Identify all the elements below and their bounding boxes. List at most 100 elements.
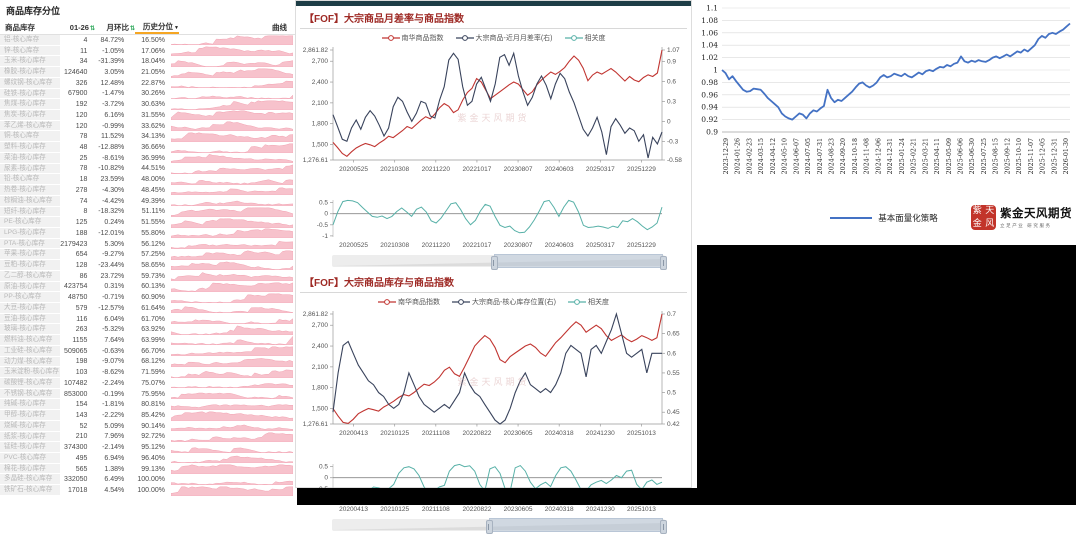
table-row[interactable]: LPG-核心库存 188 -12.01% 55.80% [0,227,295,239]
table-row[interactable]: 铅-核心库存 18 23.59% 48.00% [0,174,295,186]
table-row[interactable]: 塑料-核心库存 48 -12.88% 36.66% [0,142,295,153]
table-row[interactable]: 铁矿石-核心库存 17018 4.54% 100.00% [0,485,295,496]
table-row[interactable]: 纸浆-核心库存 210 7.96% 92.72% [0,431,295,443]
zoom-scrollbar[interactable] [332,518,668,534]
svg-text:20250317: 20250317 [586,242,615,249]
sparkline [165,78,295,89]
table-row[interactable]: 棉花-核心库存 565 1.38% 99.13% [0,463,295,475]
table-row[interactable]: 尿素-核心库存 78 -10.82% 44.51% [0,163,295,175]
zoom-handle-right[interactable] [660,520,668,534]
strategy-nav-panel: 1.1 1.08 1.06 1.04 1.02 1 0.98 0.96 0.94 0.92 0.9 2… [692,0,1076,245]
commodity-name: 锰硅-核心库存 [0,442,61,454]
table-row[interactable]: 菜油-核心库存 25 -8.61% 36.99% [0,152,295,164]
mom-change: 84.72% [100,36,125,44]
seal-char: 天 [985,206,995,216]
zoom-selection[interactable] [493,254,664,268]
table-row[interactable]: PVC-核心库存 495 6.94% 96.40% [0,453,295,464]
mom-change: -1.05% [102,47,125,55]
table-row[interactable]: 动力煤-核心库存 198 -9.07% 68.12% [0,356,295,368]
zoom-selection[interactable] [488,518,664,532]
table-row[interactable]: 碳酸锂-核心库存 107482 -2.24% 75.07% [0,378,295,389]
zoom-scrollbar[interactable] [332,254,668,270]
legend-item[interactable]: 南华商品指数 [381,33,444,43]
table-row[interactable]: 玉米淀粉-核心库存 103 -8.62% 71.59% [0,367,295,378]
commodity-name: 棉花-核心库存 [0,463,61,475]
table-row[interactable]: 玻璃-核心库存 263 -5.32% 63.92% [0,324,295,336]
table-row[interactable]: 原油-核心库存 423754 0.31% 60.13% [0,281,295,293]
table-row[interactable]: 纯碱-核心库存 154 -1.81% 80.81% [0,399,295,411]
commodity-name: 动力煤-核心库存 [0,356,61,368]
sort-icon[interactable]: ⇅ [89,25,95,32]
zoom-handle-left[interactable] [490,256,498,270]
legend-item[interactable]: 相关度 [568,297,609,307]
table-row[interactable]: 铜-核心库存 78 11.52% 34.13% [0,131,295,143]
svg-text:0: 0 [324,211,328,218]
legend-item[interactable]: 大宗商品-核心库存位置(右) [452,297,556,307]
history-percentile: 63.92% [141,326,165,334]
table-row[interactable]: 锰硅-核心库存 374300 -2.14% 95.12% [0,442,295,454]
history-percentile: 49.39% [141,197,165,205]
table-row[interactable]: 短纤-核心库存 8 -18.32% 51.11% [0,206,295,218]
table-row[interactable]: 玉米-核心库存 34 -31.39% 18.04% [0,56,295,68]
svg-text:1,500: 1,500 [312,141,329,148]
filter-icon[interactable]: ▼ [174,24,179,31]
nav-legend[interactable]: 基本面量化策略 [692,212,1076,224]
table-row[interactable]: 烧碱-核心库存 52 5.09% 90.14% [0,420,295,432]
table-row[interactable]: 锌-核心库存 11 -1.05% 17.06% [0,45,295,57]
legend-item[interactable]: 大宗商品-近月月差率(右) [455,33,553,43]
sparkline [165,453,295,464]
table-row[interactable]: 铝-核心库存 4 84.72% 16.50% [0,35,295,46]
mom-change: -4.42% [102,197,125,205]
divider [300,292,687,293]
table-row[interactable]: PE-核心库存 125 0.24% 51.55% [0,217,295,228]
col-name[interactable]: 商品库存 [5,22,35,32]
table-row[interactable]: 燃料油-核心库存 1155 7.64% 63.99% [0,335,295,346]
table-row[interactable]: 热卷-核心库存 278 -4.30% 48.45% [0,185,295,196]
table-row[interactable]: 棕榈油-核心库存 74 -4.42% 49.39% [0,195,295,207]
table-row[interactable]: PP-核心库存 48750 -0.71% 60.90% [0,292,295,303]
sparkline [165,335,295,346]
table-row[interactable]: 工业硅-核心库存 509065 -0.63% 66.70% [0,345,295,357]
table-row[interactable]: 大豆-核心库存 579 -12.57% 61.64% [0,302,295,314]
sparkline [165,143,295,153]
history-percentile: 18.04% [141,58,165,66]
col-mom-sort[interactable]: 月环比⇅ [106,22,135,32]
table-row[interactable]: 焦炭-核心库存 120 6.16% 31.55% [0,110,295,121]
table-row[interactable]: 豆粕-核心库存 128 -23.44% 58.65% [0,260,295,271]
history-percentile: 30.63% [141,101,165,109]
table-row[interactable]: 乙二醇-核心库存 86 23.72% 59.73% [0,270,295,282]
table-row[interactable]: 甲醇-核心库存 143 -2.22% 85.42% [0,410,295,421]
table-row[interactable]: 硅铁-核心库存 67900 -1.47% 30.26% [0,88,295,100]
table-row[interactable]: 苯乙烯-核心库存 120 -0.99% 33.62% [0,120,295,132]
svg-text:0.9: 0.9 [667,58,676,65]
table-row[interactable]: 焦煤-核心库存 192 -3.72% 30.63% [0,99,295,111]
sparkline [165,121,295,132]
commodity-name: 乙二醇-核心库存 [0,270,61,282]
table-row[interactable]: 不锈钢-核心库存 853000 -0.19% 75.95% [0,388,295,400]
mom-change: 5.09% [104,422,125,430]
table-row[interactable]: PTA-核心库存 2179423 5.30% 56.12% [0,238,295,250]
svg-text:20251013: 20251013 [627,506,656,513]
legend-item[interactable]: 南华商品指数 [378,297,440,307]
zoom-handle-right[interactable] [660,256,668,270]
inventory-value: 495 [75,454,88,462]
zoom-handle-left[interactable] [485,520,493,534]
legend-item[interactable]: 相关度 [564,33,606,43]
table-row[interactable]: 螺纹钢-核心库存 326 12.48% 22.87% [0,77,295,89]
table-row[interactable]: 多晶硅-核心库存 332050 6.49% 100.00% [0,474,295,486]
sparkline [165,303,295,314]
table-row[interactable]: 豆油-核心库存 116 6.04% 61.70% [0,313,295,325]
col-value-sort[interactable]: 01-26⇅ [69,22,95,32]
history-percentile: 100.00% [137,476,165,484]
sort-icon[interactable]: ⇅ [129,25,135,32]
table-row[interactable]: 苹果-核心库存 654 -9.27% 57.25% [0,249,295,261]
svg-text:-1: -1 [322,233,328,240]
col-pct-sort[interactable]: 历史分位▼ [135,21,179,34]
table-row[interactable]: 橡胶-核心库存 124640 3.05% 21.05% [0,67,295,78]
history-percentile: 48.00% [141,176,165,184]
inventory-value: 579 [75,304,88,312]
chart-legend: 南华商品指数 大宗商品-核心库存位置(右) 相关度 [296,293,691,308]
svg-text:2024-06-07: 2024-06-07 [793,138,800,174]
sparkline [165,46,295,57]
svg-text:20210308: 20210308 [380,242,409,249]
